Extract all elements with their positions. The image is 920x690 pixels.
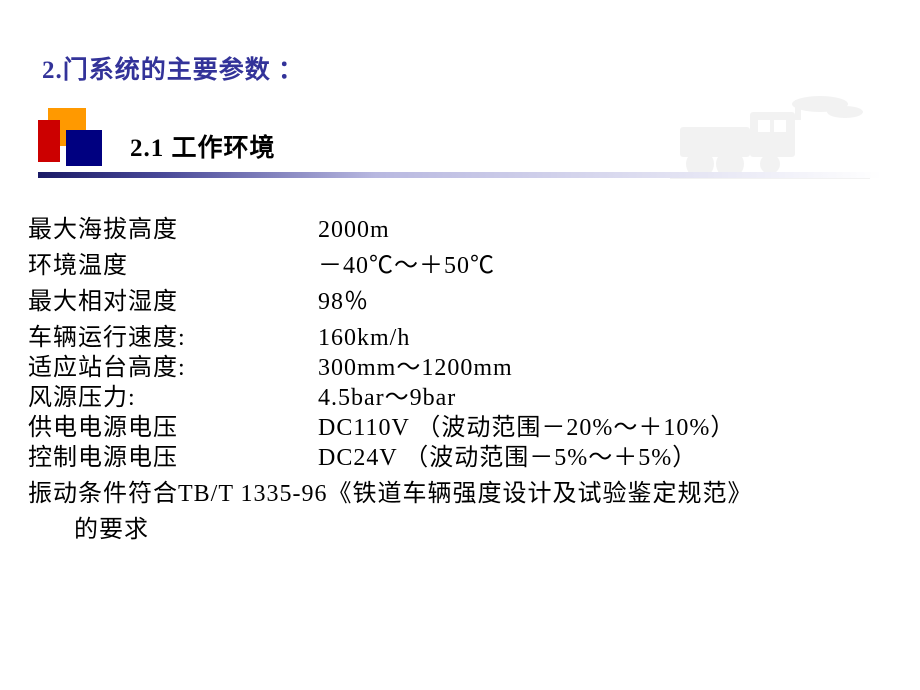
parameters-list: 最大海拔高度 2000m 环境温度 －40℃～＋50℃ 最大相对湿度 98％ 车… [28,218,753,548]
param-value: 98％ [318,290,369,314]
navy-square [66,130,102,166]
param-row: 适应站台高度: 300mm～1200mm [28,356,753,380]
param-value: 300mm～1200mm [318,356,513,380]
red-square [38,120,60,162]
param-row: 供电电源电压 DC110V （波动范围－20%～＋10%） [28,416,753,440]
param-row: 最大相对湿度 98％ [28,290,753,314]
param-label: 适应站台高度: [28,356,318,380]
param-value: －40℃～＋50℃ [318,254,495,278]
footnote: 振动条件符合TB/T 1335-96《铁道车辆强度设计及试验鉴定规范》 的要求 [28,476,753,548]
param-label: 控制电源电压 [28,446,318,470]
param-label: 最大相对湿度 [28,290,318,314]
param-row: 环境温度 －40℃～＋50℃ [28,254,753,278]
param-label: 供电电源电压 [28,416,318,440]
subtitle: 2.1 工作环境 [130,128,276,164]
param-row: 最大海拔高度 2000m [28,218,753,242]
param-value: 160km/h [318,326,410,350]
title-decoration [38,108,113,173]
param-value: DC24V （波动范围－5%～＋5%） [318,446,697,470]
param-value: 2000m [318,218,390,242]
footnote-line2: 的要求 [74,512,753,548]
train-watermark-icon [670,92,870,182]
footnote-line1: 振动条件符合TB/T 1335-96《铁道车辆强度设计及试验鉴定规范》 [28,476,753,512]
param-value: 4.5bar～9bar [318,386,456,410]
param-row: 风源压力: 4.5bar～9bar [28,386,753,410]
gradient-divider [38,172,882,178]
param-row: 控制电源电压 DC24V （波动范围－5%～＋5%） [28,446,753,470]
param-label: 环境温度 [28,254,318,278]
param-row: 车辆运行速度: 160km/h [28,326,753,350]
param-value: DC110V （波动范围－20%～＋10%） [318,416,735,440]
param-label: 车辆运行速度: [28,326,318,350]
section-title: 2.门系统的主要参数 ： [42,50,304,86]
param-label: 最大海拔高度 [28,218,318,242]
param-label: 风源压力: [28,386,318,410]
